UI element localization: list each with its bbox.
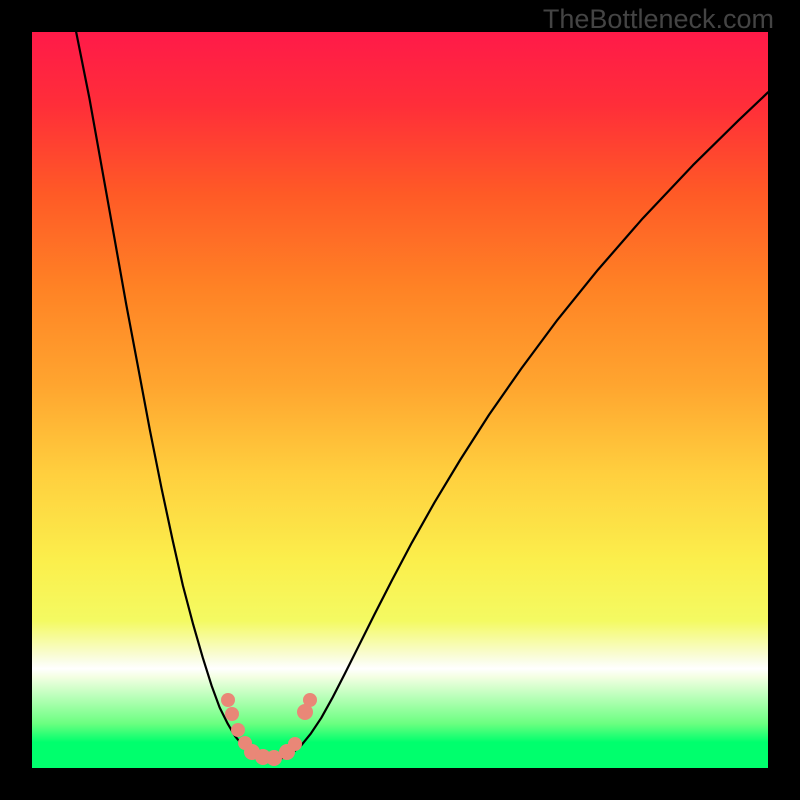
chart-stage: TheBottleneck.com <box>0 0 800 800</box>
data-point-marker <box>221 693 235 707</box>
bottleneck-curve-layer <box>32 32 768 768</box>
data-point-marker <box>288 737 302 751</box>
data-point-marker <box>225 707 239 721</box>
data-point-marker <box>231 723 245 737</box>
data-point-marker <box>303 693 317 707</box>
watermark-text: TheBottleneck.com <box>543 4 774 35</box>
bottleneck-curve <box>76 32 768 760</box>
plot-area <box>32 32 768 768</box>
